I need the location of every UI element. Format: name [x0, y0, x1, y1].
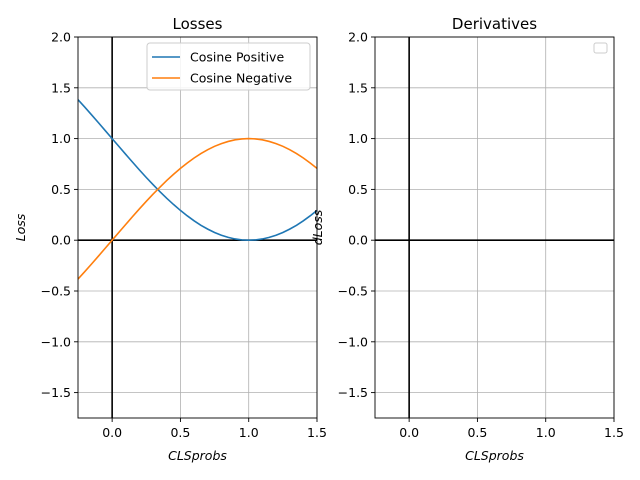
legend-box — [593, 42, 608, 54]
x-axis-label: CLSprobs — [465, 448, 524, 463]
y-tick-label: 2.0 — [348, 30, 368, 45]
chart-title: Losses — [173, 15, 223, 33]
y-tick-label: 1.5 — [348, 80, 368, 95]
y-axis-label: Loss — [13, 213, 28, 241]
legend-box — [146, 42, 311, 91]
y-tick-label: 0.0 — [51, 233, 71, 248]
y-tick-label: 1.0 — [348, 131, 368, 146]
chart-panel-1: 0.0 0.5 1.0 1.5 −1.5 −1.0 −0.5 0.0 0.5 1.0 1.5 2.0 L… — [13, 15, 327, 463]
y-tick-label: −1.5 — [338, 385, 368, 400]
x-axis-label: CLSprobs — [168, 448, 227, 463]
chart-panel-2: 0.0 0.5 1.0 1.5 −1.5 −1.0 −0.5 0.0 0.5 1.0 1.5 2.0 D… — [310, 15, 624, 463]
x-tick-label: 1.0 — [536, 425, 556, 440]
x-tick-label: 0.0 — [102, 425, 122, 440]
y-tick-label: 0.0 — [348, 233, 368, 248]
y-tick-label: 1.5 — [51, 80, 71, 95]
y-tick-label: −0.5 — [338, 284, 368, 299]
x-tick-label: 1.0 — [239, 425, 259, 440]
y-tick-label: −1.5 — [41, 385, 71, 400]
plot-frame — [77, 36, 318, 419]
legend-label: Cosine Positive — [190, 50, 284, 65]
y-tick-label: −0.5 — [41, 284, 71, 299]
plot-frame — [374, 36, 615, 419]
y-tick-label: −1.0 — [338, 334, 368, 349]
x-tick-label: 0.0 — [399, 425, 419, 440]
chart-title: Derivatives — [452, 15, 537, 33]
y-tick-label: −1.0 — [41, 334, 71, 349]
series-line-cosine-positive — [78, 99, 317, 242]
series-line-cosine-negative — [78, 137, 317, 280]
legend-label: Cosine Negative — [190, 71, 292, 86]
y-tick-label: 2.0 — [51, 30, 71, 45]
y-tick-label: 0.5 — [348, 182, 368, 197]
x-tick-label: 1.5 — [307, 425, 327, 440]
y-axis-label: dLoss — [310, 209, 325, 245]
x-tick-label: 1.5 — [604, 425, 624, 440]
x-tick-label: 0.5 — [467, 425, 487, 440]
y-tick-label: 1.0 — [51, 131, 71, 146]
y-tick-label: 0.5 — [51, 182, 71, 197]
x-tick-label: 0.5 — [170, 425, 190, 440]
